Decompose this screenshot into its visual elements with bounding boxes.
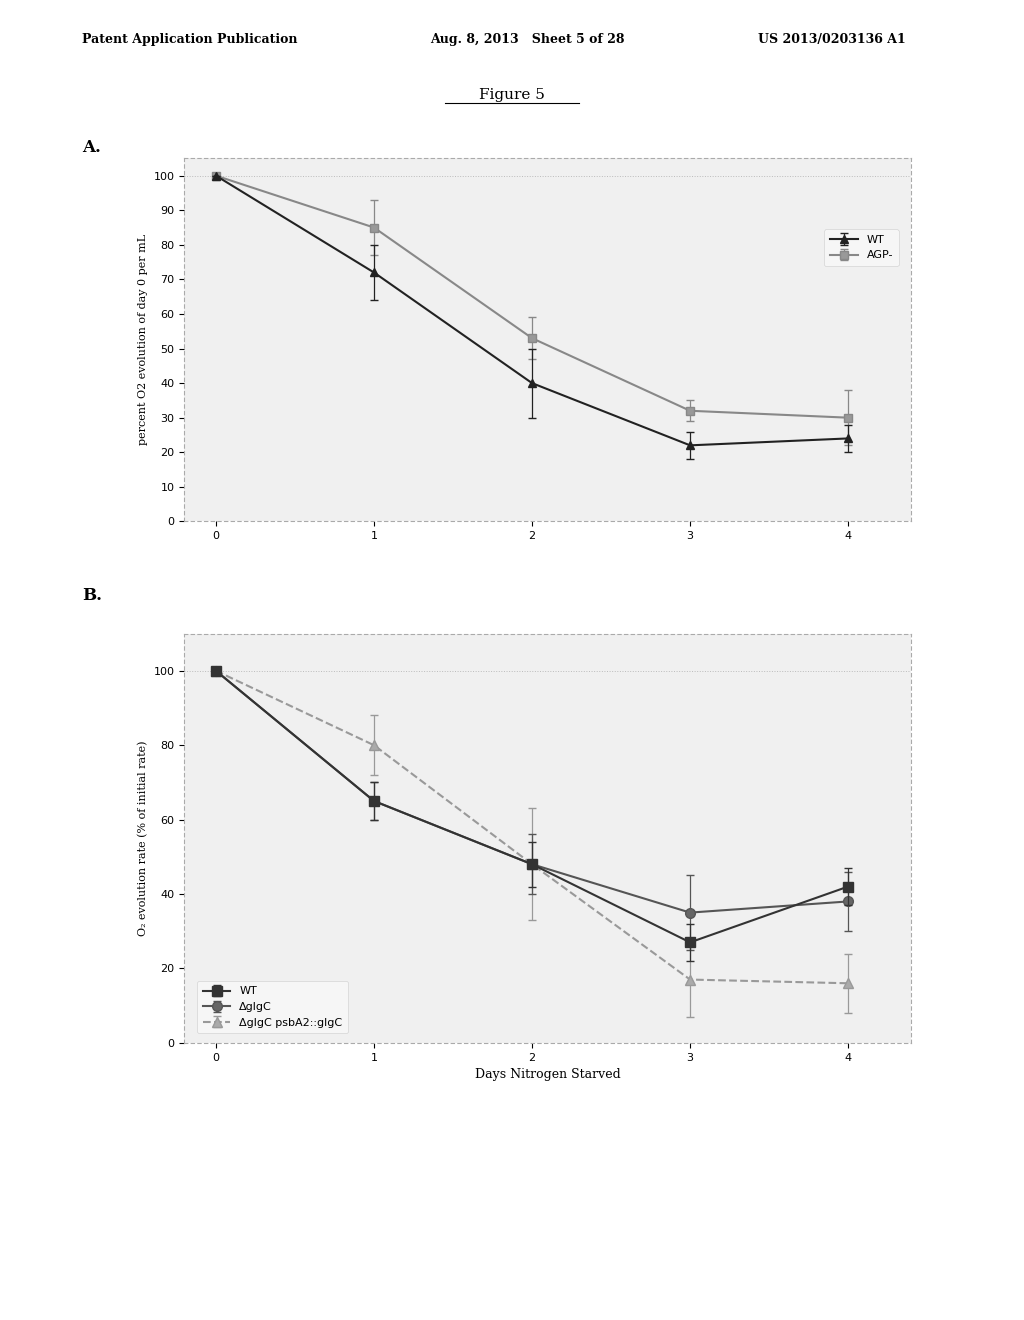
Y-axis label: O₂ evolution rate (% of initial rate): O₂ evolution rate (% of initial rate) <box>138 741 148 936</box>
X-axis label: Days Nitrogen Starved: Days Nitrogen Starved <box>475 1068 621 1081</box>
Text: US 2013/0203136 A1: US 2013/0203136 A1 <box>758 33 905 46</box>
Legend: WT, ΔglgC, ΔglgC psbA2::glgC: WT, ΔglgC, ΔglgC psbA2::glgC <box>198 981 348 1034</box>
Legend: WT, AGP-: WT, AGP- <box>824 230 898 265</box>
Text: Figure 5: Figure 5 <box>479 88 545 103</box>
Text: Patent Application Publication: Patent Application Publication <box>82 33 297 46</box>
Y-axis label: percent O2 evolution of day 0 per mL: percent O2 evolution of day 0 per mL <box>138 235 148 445</box>
Text: B.: B. <box>82 587 102 605</box>
Text: A.: A. <box>82 139 100 156</box>
Text: Aug. 8, 2013   Sheet 5 of 28: Aug. 8, 2013 Sheet 5 of 28 <box>430 33 625 46</box>
